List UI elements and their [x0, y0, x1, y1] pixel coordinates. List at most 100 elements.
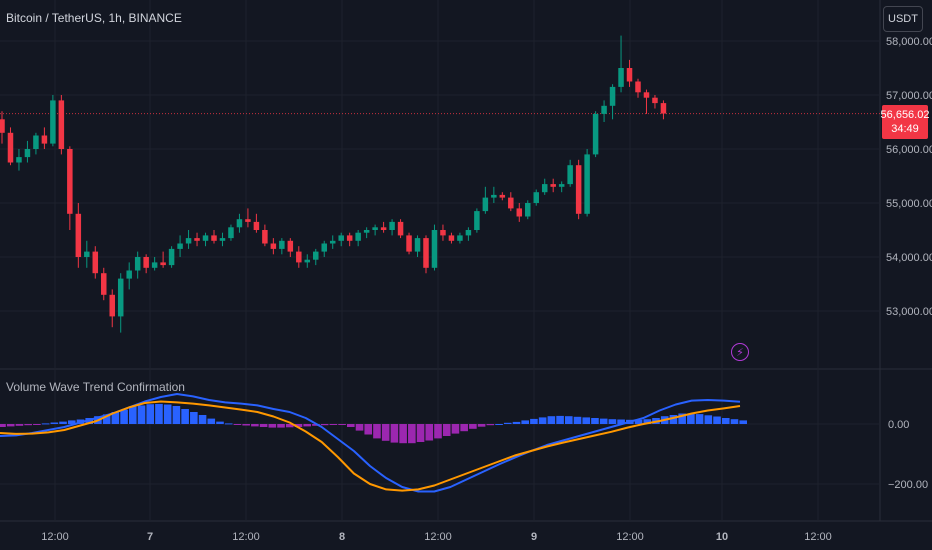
histogram-bar: [312, 424, 320, 426]
histogram-bar: [172, 406, 181, 424]
candle-body: [143, 257, 149, 268]
candle-body: [321, 243, 327, 252]
histogram-bar: [503, 422, 512, 424]
indicator-title[interactable]: Volume Wave Trend Confirmation: [6, 380, 185, 394]
histogram-bar: [6, 424, 15, 427]
histogram-bar: [102, 414, 111, 424]
histogram-bar: [364, 424, 373, 435]
candle-body: [126, 270, 132, 279]
candle-body: [389, 221, 395, 230]
candle-body: [329, 240, 336, 244]
candle-body: [431, 230, 438, 268]
candle-body: [101, 273, 107, 295]
histogram-bar: [678, 413, 686, 424]
candle-body: [567, 165, 573, 185]
candle-body: [304, 259, 311, 263]
histogram-bar: [120, 409, 128, 424]
histogram-bar: [634, 419, 643, 424]
histogram-bar: [155, 403, 163, 424]
candle-body: [448, 235, 455, 241]
candle-body: [465, 230, 472, 236]
price-tick-label: 56,000.00: [886, 144, 932, 156]
histogram-bar: [713, 416, 721, 424]
candle-body: [253, 221, 260, 230]
histogram-bar: [591, 418, 599, 424]
histogram-bar: [416, 424, 425, 442]
histogram-bar: [556, 415, 564, 424]
candle-body: [584, 154, 590, 214]
indicator-tick-label: −200.00: [888, 479, 928, 491]
histogram-bar: [59, 421, 67, 424]
candle-body: [508, 197, 514, 209]
candle-body: [177, 243, 183, 249]
indicator-lines: [0, 393, 741, 493]
histogram-bar: [721, 418, 730, 424]
histogram-bar: [495, 424, 503, 425]
histogram-bar: [565, 416, 573, 424]
candle-body: [363, 230, 370, 233]
candle-body: [236, 219, 243, 228]
candle-body: [457, 235, 463, 241]
time-tick-label: 12:00: [804, 531, 832, 543]
candle-body: [117, 278, 124, 317]
time-tick-label: 8: [339, 531, 345, 543]
candle-body: [414, 238, 421, 252]
symbol-title[interactable]: Bitcoin / TetherUS, 1h, BINANCE: [6, 11, 182, 25]
candle-body: [372, 227, 378, 230]
candle-body: [355, 232, 361, 241]
histogram-bar: [198, 415, 207, 424]
histogram-bar: [181, 409, 189, 424]
candle-body: [575, 165, 582, 214]
candle-body: [202, 235, 209, 241]
histogram-bar: [242, 424, 250, 426]
wave-line: [0, 393, 741, 493]
histogram-bar: [512, 421, 521, 424]
histogram-bar: [695, 414, 704, 424]
histogram-bar: [538, 417, 547, 424]
histogram-bar: [739, 420, 747, 424]
signal-line: [0, 400, 741, 492]
histogram-bar: [41, 423, 50, 425]
candle-body: [245, 219, 251, 222]
histogram-bar: [233, 424, 242, 425]
price-tick-label: 57,000.00: [886, 90, 932, 102]
candle-body: [160, 262, 166, 266]
price-tick-label: 54,000.00: [886, 252, 932, 264]
candle-body: [185, 238, 192, 244]
candle-body: [279, 240, 285, 249]
candle-body: [618, 68, 624, 87]
price-tick-label: 58,000.00: [886, 36, 932, 48]
histogram-bar: [67, 420, 76, 424]
histogram-bar: [329, 424, 338, 425]
candle-body: [50, 100, 56, 144]
candle-body: [270, 243, 277, 249]
candle-body: [533, 192, 539, 203]
candle-body: [228, 227, 234, 239]
candle-body: [287, 240, 294, 252]
candle-body: [635, 81, 641, 93]
histogram-bar: [277, 424, 285, 428]
histogram-bar: [251, 424, 259, 427]
time-tick-label: 12:00: [232, 531, 260, 543]
lightning-icon[interactable]: ⚡: [731, 343, 749, 361]
candle-body: [423, 238, 429, 268]
histogram-bar: [434, 424, 442, 439]
histogram-bar: [50, 422, 59, 424]
histogram-bar: [390, 424, 399, 443]
histogram-bar: [15, 424, 24, 426]
histogram-bar: [451, 424, 460, 434]
histogram-bar: [146, 404, 155, 424]
candle-body: [75, 213, 82, 257]
time-tick-label: 9: [531, 531, 537, 543]
candlestick-series: [0, 35, 667, 333]
candle-body: [397, 221, 404, 236]
candle-body: [643, 92, 650, 98]
candle-body: [626, 68, 633, 82]
histogram-bar: [730, 419, 739, 424]
currency-button[interactable]: USDT: [883, 6, 923, 32]
candle-body: [406, 235, 412, 252]
candle-body: [296, 251, 302, 263]
histogram-bar: [399, 424, 407, 444]
time-tick-label: 10: [716, 531, 728, 543]
